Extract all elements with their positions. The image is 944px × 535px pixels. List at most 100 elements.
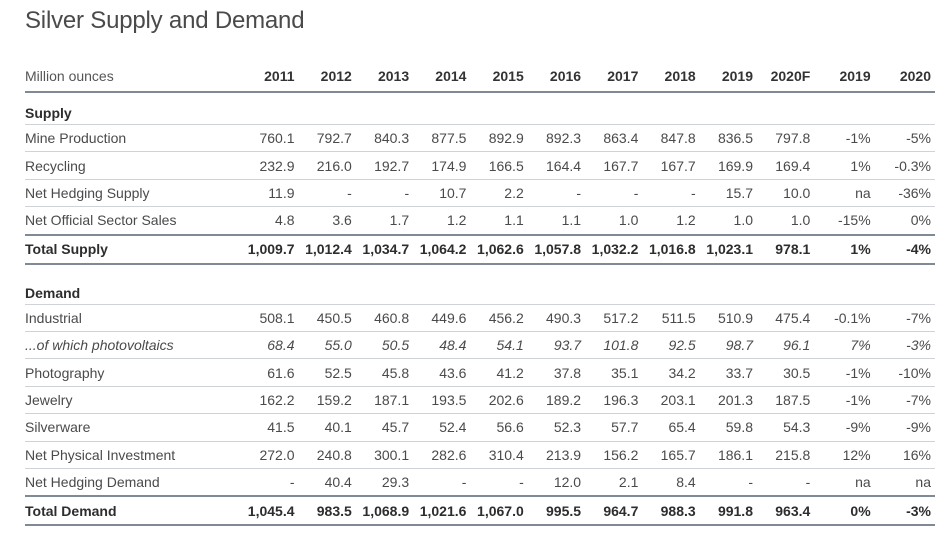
table-cell: 1%: [814, 151, 875, 180]
table-cell: 449.6: [413, 304, 471, 332]
column-header: 2012: [298, 60, 356, 93]
table-cell: 456.2: [470, 304, 528, 332]
table-cell: 792.7: [298, 124, 356, 153]
table-cell: 4.8: [241, 206, 299, 236]
table-cell: 3.6: [298, 206, 356, 236]
table-cell: 159.2: [298, 386, 356, 415]
table-cell: 101.8: [585, 331, 643, 360]
row-label: Silverware: [25, 413, 242, 442]
table-cell: 167.7: [642, 151, 700, 180]
row-label: Mine Production: [25, 124, 242, 153]
table-cell: -7%: [874, 386, 935, 415]
table-cell: 1,057.8: [527, 234, 586, 265]
table-cell: 1,009.7: [241, 234, 299, 265]
column-header: 2020: [874, 60, 935, 93]
table-cell: 193.5: [413, 386, 471, 415]
table-cell: -15%: [814, 206, 875, 236]
table-cell: 995.5: [527, 496, 586, 527]
table-cell: 33.7: [699, 358, 757, 387]
table-cell: 52.5: [298, 358, 356, 387]
table-cell: 30.5: [757, 358, 815, 387]
table-cell: 1,032.2: [585, 234, 643, 265]
table-cell: 16%: [874, 441, 935, 469]
table-cell: 41.5: [241, 413, 299, 442]
table-cell: 2.2: [470, 179, 528, 208]
table-cell: 61.6: [241, 358, 299, 387]
table-cell: 164.4: [527, 151, 586, 180]
table-cell: 187.5: [757, 386, 815, 415]
table-cell: -: [585, 179, 643, 208]
table-cell: 272.0: [241, 441, 299, 469]
table-cell: -5%: [874, 124, 935, 153]
table-cell: 1,021.6: [413, 496, 471, 527]
column-header: 2015: [470, 60, 528, 93]
table-cell: -4%: [874, 234, 935, 265]
table-cell: 196.3: [585, 386, 643, 415]
table-cell: 192.7: [355, 151, 414, 180]
table-cell: 34.2: [642, 358, 700, 387]
table-cell: 41.2: [470, 358, 528, 387]
table-cell: 7%: [814, 331, 875, 360]
table-cell: 847.8: [642, 124, 700, 153]
table-cell: 10.0: [757, 179, 815, 208]
table-cell: -: [298, 179, 356, 208]
table-cell: 54.3: [757, 413, 815, 442]
table-cell: 460.8: [355, 304, 414, 332]
table-cell: -0.3%: [874, 151, 935, 180]
table-cell: -7%: [874, 304, 935, 332]
table-cell: 93.7: [527, 331, 586, 360]
table-row: Mine Production 760.1 792.7 840.3 877.5 892.9…: [25, 124, 935, 153]
table-cell: 68.4: [241, 331, 299, 360]
table-cell: -: [642, 179, 700, 208]
column-header: 2019: [699, 60, 757, 93]
table-cell: 215.8: [757, 441, 815, 469]
table-cell: 65.4: [642, 413, 700, 442]
table-row: Jewelry 162.2 159.2 187.1 193.5 202.6 189.2 196…: [25, 386, 935, 415]
table-cell: 877.5: [413, 124, 471, 153]
table-cell: -: [527, 179, 586, 208]
column-header: 2013: [355, 60, 414, 93]
table-cell: 165.7: [642, 441, 700, 469]
column-header: 2016: [527, 60, 586, 93]
table-cell: 300.1: [355, 441, 414, 469]
table-cell: 12.0: [527, 468, 586, 498]
total-row: Total Supply 1,009.7 1,012.4 1,034.7 1,064.2…: [25, 234, 935, 265]
table-cell: 450.5: [298, 304, 356, 332]
demand-heading: Demand: [25, 272, 935, 305]
column-header: 2014: [413, 60, 471, 93]
table-cell: 1.0: [757, 206, 815, 236]
table-cell: 991.8: [699, 496, 757, 527]
table-cell: 213.9: [527, 441, 586, 469]
table-cell: 92.5: [642, 331, 700, 360]
table-cell: 50.5: [355, 331, 414, 360]
table-cell: 1,045.4: [241, 496, 299, 527]
table-cell: 282.6: [413, 441, 471, 469]
table-cell: 43.6: [413, 358, 471, 387]
table-cell: -3%: [874, 496, 935, 527]
section-heading-row: Demand: [25, 272, 935, 305]
table-cell: -36%: [874, 179, 935, 208]
table-cell: 202.6: [470, 386, 528, 415]
table-cell: 892.3: [527, 124, 586, 153]
table-cell: na: [874, 468, 935, 498]
column-header: 2020F: [757, 60, 815, 93]
table-cell: 964.7: [585, 496, 643, 527]
table-cell: 1,034.7: [355, 234, 414, 265]
table-cell: -: [699, 468, 757, 498]
table-row: Industrial 508.1 450.5 460.8 449.6 456.2 490.3…: [25, 304, 935, 332]
table-cell: 169.9: [699, 151, 757, 180]
table-cell: 475.4: [757, 304, 815, 332]
table-cell: 45.8: [355, 358, 414, 387]
table-row: Recycling 232.9 216.0 192.7 174.9 166.5 164.4 1…: [25, 151, 935, 180]
table-cell: 310.4: [470, 441, 528, 469]
supply-section: Supply Mine Production 760.1 792.7 840.3 877…: [25, 92, 935, 265]
row-label: Net Physical Investment: [25, 441, 242, 469]
table-cell: 98.7: [699, 331, 757, 360]
table-cell: -1%: [814, 124, 875, 153]
table-cell: 40.1: [298, 413, 356, 442]
column-header: 2018: [642, 60, 700, 93]
table-cell: 2.1: [585, 468, 643, 498]
table-cell: 52.4: [413, 413, 471, 442]
table-row: ...of which photovoltaics 68.4 55.0 50.5 48.…: [25, 331, 935, 360]
table-cell: 1,023.1: [699, 234, 757, 265]
